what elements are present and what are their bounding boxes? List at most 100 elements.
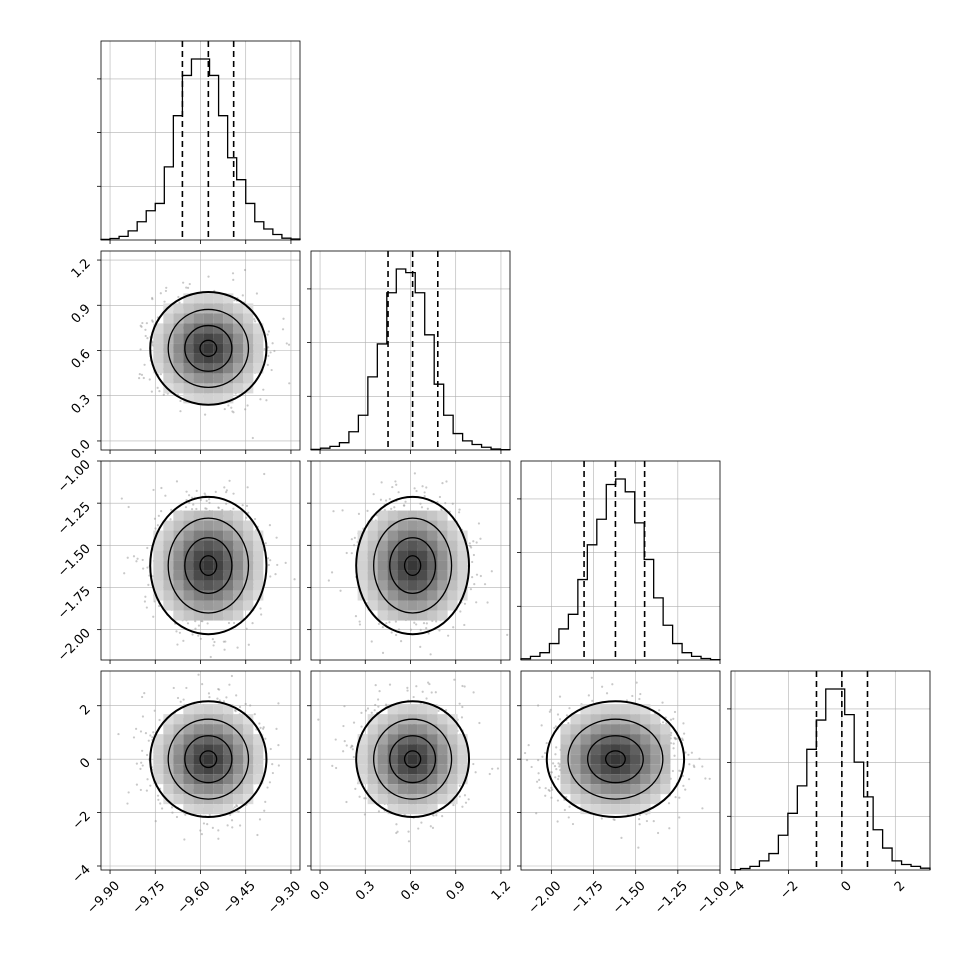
histogram-step: [310, 268, 511, 451]
density-bin: [183, 353, 194, 364]
density-bin: [233, 550, 244, 561]
scatter-point: [345, 800, 348, 804]
scatter-point: [145, 606, 148, 609]
density-bin: [243, 363, 254, 374]
density-bin: [367, 560, 378, 571]
scatter-point: [479, 574, 482, 578]
scatter-point: [349, 746, 352, 749]
density-bin: [193, 530, 204, 541]
scatter-point: [176, 696, 180, 700]
scatter-point: [139, 730, 143, 733]
density-bin: [447, 550, 458, 561]
scatter-point: [194, 620, 197, 623]
scatter-point: [474, 771, 477, 774]
density-bin: [193, 610, 204, 621]
scatter-point: [236, 646, 239, 649]
density-bin: [233, 530, 244, 541]
density-bin: [223, 363, 234, 374]
density-bin: [223, 520, 234, 531]
scatter-point: [412, 695, 415, 699]
scatter-point: [149, 734, 152, 737]
scatter-point: [423, 491, 426, 494]
density-bin: [193, 373, 204, 384]
scatter-point: [233, 806, 236, 809]
density-bin: [213, 744, 224, 755]
scatter-point: [203, 413, 207, 416]
density-bin: [213, 383, 224, 394]
density-bin: [193, 590, 204, 601]
scatter-point: [397, 628, 401, 631]
density-bin: [233, 560, 244, 571]
scatter-point: [271, 342, 274, 345]
scatter-point: [353, 544, 356, 547]
scatter-point: [285, 342, 288, 345]
density-bin: [153, 560, 164, 571]
density-bin: [243, 353, 254, 364]
scatter-point: [419, 645, 422, 648]
density-bin: [397, 570, 408, 581]
scatter-point: [357, 512, 361, 515]
density-bin: [213, 373, 224, 384]
scatter-point: [451, 502, 454, 505]
scatter-point: [352, 721, 356, 724]
density-bin: [213, 724, 224, 735]
density-bin: [243, 590, 254, 601]
density-bin: [367, 580, 378, 591]
density-bin: [193, 560, 204, 571]
density-bin: [183, 343, 194, 354]
scatter-point: [178, 631, 181, 634]
scatter-point: [435, 620, 438, 623]
scatter-point: [483, 583, 487, 586]
density-bin: [447, 580, 458, 591]
density-bin: [193, 724, 204, 735]
scatter-point: [441, 482, 444, 485]
density-bin: [223, 580, 234, 591]
density-bin: [377, 600, 388, 611]
density-bin: [253, 323, 264, 334]
density-bin: [163, 353, 174, 364]
scatter-point: [235, 805, 239, 808]
density-bin: [367, 520, 378, 531]
scatter-point: [490, 570, 493, 573]
scatter-point: [232, 492, 235, 495]
scatter-point: [437, 709, 440, 712]
scatter-point: [475, 601, 478, 604]
density-bin: [193, 754, 204, 765]
scatter-point: [262, 388, 265, 391]
histogram-step: [100, 58, 301, 241]
scatter-point: [135, 762, 138, 765]
scatter-point: [479, 537, 482, 540]
density-bin: [213, 363, 224, 374]
density-bin: [377, 580, 388, 591]
density-bin: [437, 610, 448, 621]
scatter-point: [471, 576, 474, 579]
scatter-point: [230, 674, 234, 678]
scatter-point: [263, 348, 266, 351]
scatter-point: [117, 732, 120, 736]
scatter-point: [378, 690, 381, 693]
density-bin: [407, 580, 418, 591]
scatter-point: [473, 583, 476, 586]
density-bin: [437, 510, 448, 521]
scatter-point: [366, 707, 370, 710]
density-bin: [233, 570, 244, 581]
density-bin: [203, 333, 214, 344]
scatter-point: [183, 838, 186, 841]
density-bin: [223, 323, 234, 334]
density-bin: [243, 323, 254, 334]
density-bin: [173, 373, 184, 384]
density-bin: [173, 303, 184, 314]
scatter-point: [269, 747, 272, 751]
density-bin: [223, 333, 234, 344]
scatter-point: [120, 497, 123, 500]
density-bin: [173, 610, 184, 621]
scatter-point: [153, 709, 156, 712]
density-bin: [173, 510, 184, 521]
scatter-point: [141, 695, 144, 699]
density-bin: [163, 540, 174, 551]
scatter-point: [226, 824, 229, 827]
scatter-point: [245, 504, 249, 508]
scatter-point: [470, 546, 473, 549]
scatter-point: [358, 795, 361, 798]
density-bin: [203, 610, 214, 621]
